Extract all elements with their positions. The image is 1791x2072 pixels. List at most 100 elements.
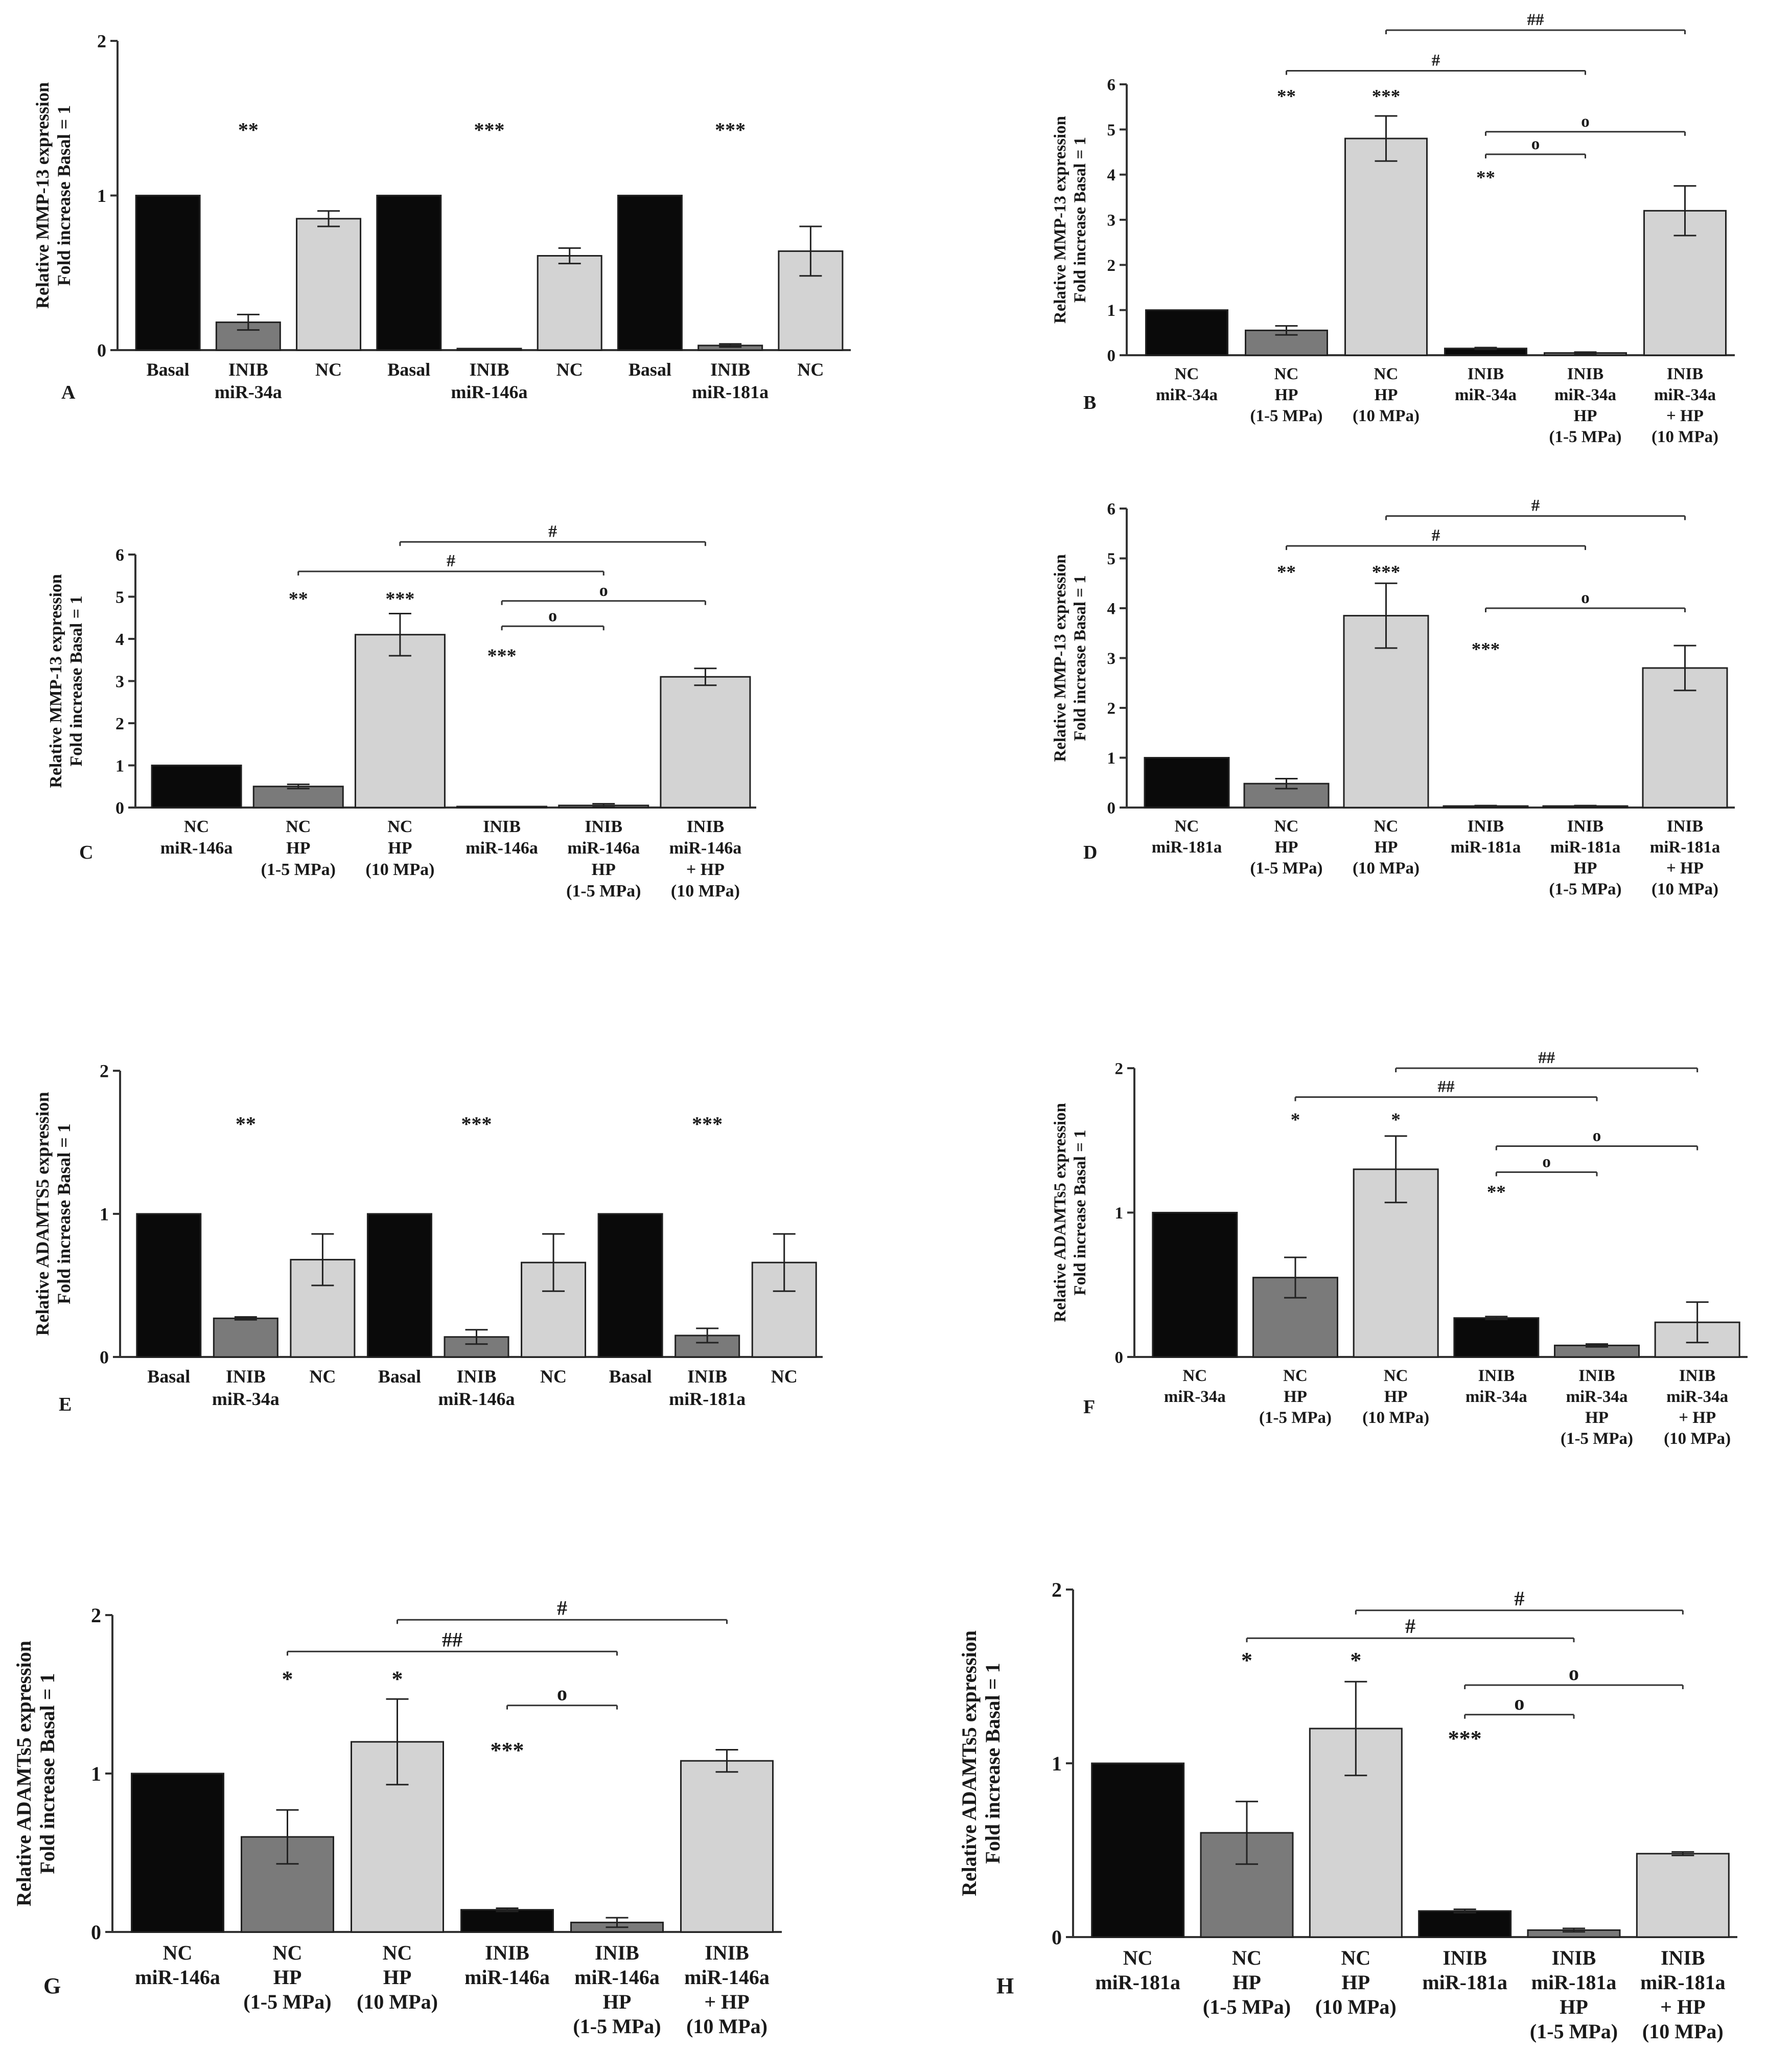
bar [1642, 667, 1728, 809]
category-label: INIB [469, 359, 509, 380]
category-label: NC [1283, 1367, 1308, 1385]
category-label: miR-146a [567, 839, 640, 858]
panel-letter: G [43, 1973, 61, 1998]
chart-panel-f: 0 1 2 Relative ADAMTs5 expression Fold incre… [1051, 1049, 1748, 1448]
y-tick-label: 1 [1115, 1204, 1124, 1223]
significance-mark: *** [461, 1113, 492, 1136]
significance-mark: ** [1487, 1182, 1506, 1203]
category-label: miR-181a [1152, 838, 1222, 857]
y-tick-label: 0 [1052, 1926, 1062, 1949]
bar [1344, 137, 1428, 356]
y-tick-label: 0 [115, 799, 124, 818]
category-label: NC [309, 1366, 336, 1387]
y-tick-label: 3 [1107, 212, 1116, 230]
category-label: (1-5 MPa) [1530, 2020, 1618, 2043]
bracket-label: # [1514, 1587, 1524, 1610]
category-label: (10 MPa) [365, 860, 434, 879]
bracket-label: # [1405, 1615, 1415, 1638]
category-label: (10 MPa) [1652, 880, 1718, 899]
category-label: (1-5 MPa) [1250, 859, 1322, 878]
bracket-label: o [1514, 1691, 1524, 1714]
bracket-label: o [1581, 112, 1590, 131]
category-label: miR-34a [1566, 1388, 1628, 1406]
significance-mark: *** [385, 588, 414, 610]
bracket-label: o [1569, 1662, 1579, 1685]
category-label: miR-34a [1164, 1388, 1226, 1406]
category-label: + HP [1660, 1995, 1705, 2018]
category-label: (1-5 MPa) [566, 882, 641, 901]
category-label: miR-146a [438, 1389, 515, 1409]
category-label: miR-146a [684, 1966, 770, 1989]
bracket-label: o [1593, 1127, 1601, 1145]
y-axis-label: Relative MMP-13 expression [1051, 554, 1069, 762]
category-label: miR-146a [135, 1966, 220, 1989]
category-label: NC [1274, 365, 1299, 383]
bracket-label: # [1432, 52, 1440, 70]
category-label: HP [1375, 838, 1398, 857]
bar [131, 1772, 224, 1933]
category-label: (10 MPa) [1652, 428, 1718, 446]
category-label: HP [286, 839, 310, 858]
bar [660, 676, 751, 809]
category-label: (10 MPa) [1353, 407, 1420, 425]
y-tick-label: 5 [1107, 121, 1116, 140]
category-label: miR-34a [215, 382, 282, 402]
chart-panel-c: 0 1 2 3 4 5 6 Relative MMP-13 expression Fold in… [46, 522, 756, 901]
category-label: miR-146a [451, 382, 528, 402]
category-label: miR-181a [1650, 838, 1720, 857]
significance-mark: * [1291, 1110, 1300, 1131]
category-label: INIB [1679, 1367, 1716, 1385]
bar [376, 195, 442, 351]
bar [366, 1213, 432, 1358]
category-label: HP [1560, 1995, 1588, 2018]
category-label: HP [1284, 1388, 1307, 1406]
category-label: INIB [585, 817, 622, 836]
category-label: miR-146a [160, 839, 233, 858]
category-label: + HP [704, 1990, 749, 2013]
significance-mark: *** [1448, 1726, 1482, 1751]
y-axis-label: Fold increase Basal = 1 [1071, 1130, 1089, 1295]
y-axis-label: Fold increase Basal = 1 [54, 1123, 74, 1304]
category-label: miR-181a [1451, 838, 1521, 857]
category-label: HP [1232, 1971, 1261, 1994]
y-tick-label: 2 [100, 1061, 109, 1081]
y-tick-label: 1 [115, 756, 124, 775]
y-tick-label: 1 [1052, 1752, 1062, 1775]
category-label: Basal [387, 359, 430, 380]
category-label: INIB [485, 1941, 529, 1964]
category-label: HP [273, 1966, 302, 1989]
category-label: NC [1374, 365, 1399, 383]
category-label: INIB [456, 1366, 496, 1387]
panel-letter: E [59, 1394, 72, 1415]
category-label: INIB [1468, 817, 1504, 836]
category-label: INIB [226, 1366, 266, 1387]
y-tick-label: 2 [1115, 1060, 1124, 1078]
y-axis-label: Fold increase Basal = 1 [36, 1673, 59, 1874]
bar [1152, 1212, 1238, 1358]
y-axis-label: Fold increase Basal = 1 [1071, 575, 1089, 741]
category-label: (10 MPa) [1362, 1409, 1429, 1427]
category-label: INIB [595, 1941, 639, 1964]
category-label: Basal [147, 1366, 190, 1387]
category-label: INIB [1667, 817, 1704, 836]
bar [1144, 757, 1230, 809]
bar [213, 1317, 278, 1358]
y-tick-label: 2 [115, 715, 124, 733]
significance-mark: * [1350, 1648, 1361, 1673]
chart-panel-b: 0 1 2 3 4 5 6 Relative MMP-13 expression Fold in… [1051, 11, 1735, 446]
bracket-label: ## [442, 1628, 462, 1651]
y-tick-label: 1 [1107, 302, 1116, 320]
category-label: NC [556, 359, 583, 380]
category-label: NC [387, 817, 412, 836]
bracket-label: # [548, 522, 557, 541]
y-axis-label: Relative MMP-13 expression [46, 574, 65, 788]
category-label: NC [1232, 1946, 1262, 1969]
category-label: INIB [710, 359, 750, 380]
category-label: NC [1175, 817, 1199, 836]
category-label: NC [315, 359, 342, 380]
significance-mark: *** [491, 1738, 524, 1763]
y-tick-label: 4 [1107, 166, 1116, 185]
significance-mark: *** [1472, 639, 1500, 660]
significance-mark: * [282, 1667, 293, 1692]
category-label: (10 MPa) [1642, 2020, 1724, 2043]
